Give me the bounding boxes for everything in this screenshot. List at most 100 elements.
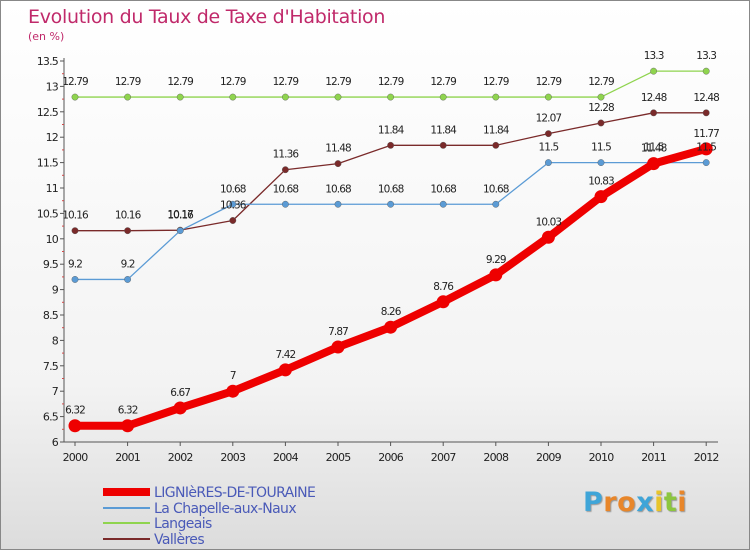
x-tick-label: 2011 <box>641 451 666 464</box>
data-label: 10.03 <box>536 216 562 228</box>
y-tick-label: 6 <box>52 436 59 449</box>
series-langeais <box>71 67 710 101</box>
data-point <box>229 200 237 208</box>
x-tick-label: 2003 <box>220 451 246 464</box>
y-tick-label: 12 <box>46 131 58 144</box>
data-label: 12.48 <box>693 92 719 104</box>
data-label: 12.79 <box>430 76 456 88</box>
data-point <box>699 142 713 156</box>
data-point <box>176 93 184 101</box>
y-tick-label: 8 <box>52 334 59 347</box>
data-point <box>597 93 605 101</box>
data-point <box>439 93 447 101</box>
data-point <box>229 217 237 224</box>
data-label: 10.68 <box>220 183 246 195</box>
x-tick-label: 2012 <box>694 451 719 464</box>
data-label: 11.48 <box>641 143 667 155</box>
data-label: 11.5 <box>591 142 611 154</box>
logo-letter: i <box>677 487 688 518</box>
logo-letter: x <box>636 487 655 518</box>
legend-label: LIGNIèRES-DE-TOURAINE <box>154 485 315 501</box>
data-point <box>541 230 555 244</box>
data-label: 11.84 <box>378 124 405 136</box>
x-tick-label: 2009 <box>536 451 562 464</box>
data-point <box>387 200 394 208</box>
data-label: 6.32 <box>118 405 138 417</box>
data-label: 12.79 <box>115 76 141 88</box>
legend-label: La Chapelle-aux-Naux <box>154 501 296 517</box>
y-tick-label: 13.5 <box>37 55 59 68</box>
x-tick-label: 2010 <box>589 451 615 464</box>
data-point <box>594 190 608 204</box>
data-point <box>173 401 187 415</box>
data-label: 12.28 <box>588 102 614 114</box>
data-point <box>71 227 79 235</box>
data-label: 12.79 <box>167 76 193 88</box>
y-tick-label: 9 <box>52 284 59 297</box>
data-label: 7 <box>230 370 236 382</box>
data-point <box>439 141 447 149</box>
data-point <box>597 119 605 127</box>
data-label: 10.68 <box>325 183 351 195</box>
data-point <box>702 109 710 117</box>
chart-subtitle: (en %) <box>28 30 65 43</box>
x-tick-label: 2008 <box>483 451 509 464</box>
data-label: 9.29 <box>486 254 506 266</box>
data-point <box>597 159 605 167</box>
data-point <box>281 93 289 101</box>
data-point <box>387 93 394 101</box>
data-point <box>278 363 292 377</box>
y-tick-label: 10.5 <box>37 207 59 220</box>
x-tick-label: 2000 <box>63 451 89 464</box>
data-label: 10.83 <box>588 176 614 188</box>
data-point <box>334 160 342 168</box>
data-point <box>439 200 447 208</box>
x-tick-label: 2001 <box>115 451 140 464</box>
data-point <box>647 157 661 171</box>
data-label: 12.79 <box>483 76 509 88</box>
data-label: 12.79 <box>220 76 246 88</box>
data-point <box>124 276 132 283</box>
logo-letter: o <box>617 487 637 518</box>
data-point <box>702 159 710 167</box>
data-label: 10.68 <box>378 183 404 195</box>
data-label: 7.87 <box>328 326 348 338</box>
data-label: 12.79 <box>273 76 299 88</box>
chart-title: Evolution du Taux de Taxe d'Habitation <box>28 6 386 28</box>
data-point <box>281 200 289 208</box>
logo-letter: i <box>654 487 664 518</box>
y-tick-label: 8.5 <box>43 309 59 322</box>
data-point <box>650 109 657 117</box>
data-label: 10.68 <box>483 183 509 195</box>
data-point <box>334 200 342 208</box>
data-label: 8.76 <box>433 281 454 293</box>
data-label: 11.48 <box>325 143 351 155</box>
data-point <box>492 141 500 149</box>
data-label: 12.79 <box>325 76 351 88</box>
data-point <box>121 419 135 433</box>
data-point <box>331 340 345 354</box>
data-point <box>334 93 342 101</box>
x-tick-label: 2007 <box>431 451 457 464</box>
data-label: 10.68 <box>430 183 456 195</box>
y-tick-label: 9.5 <box>43 258 59 271</box>
data-point <box>387 141 394 149</box>
logo-letter: r <box>603 487 618 518</box>
data-label: 6.67 <box>170 387 190 399</box>
data-label: 10.17 <box>167 209 193 221</box>
data-point <box>124 93 132 101</box>
data-label: 6.32 <box>65 405 85 417</box>
series-la-chapelle-aux-naux <box>71 159 710 283</box>
data-label: 13.3 <box>696 50 716 62</box>
proxiti-logo: Proxiti <box>583 487 687 518</box>
data-label: 11.84 <box>483 124 510 136</box>
data-point <box>545 159 552 167</box>
logo-letter: P <box>583 487 604 518</box>
data-label: 12.79 <box>378 76 404 88</box>
data-label: 10.68 <box>273 183 299 195</box>
data-point <box>702 67 710 75</box>
data-point <box>176 227 184 235</box>
data-point <box>71 93 79 101</box>
